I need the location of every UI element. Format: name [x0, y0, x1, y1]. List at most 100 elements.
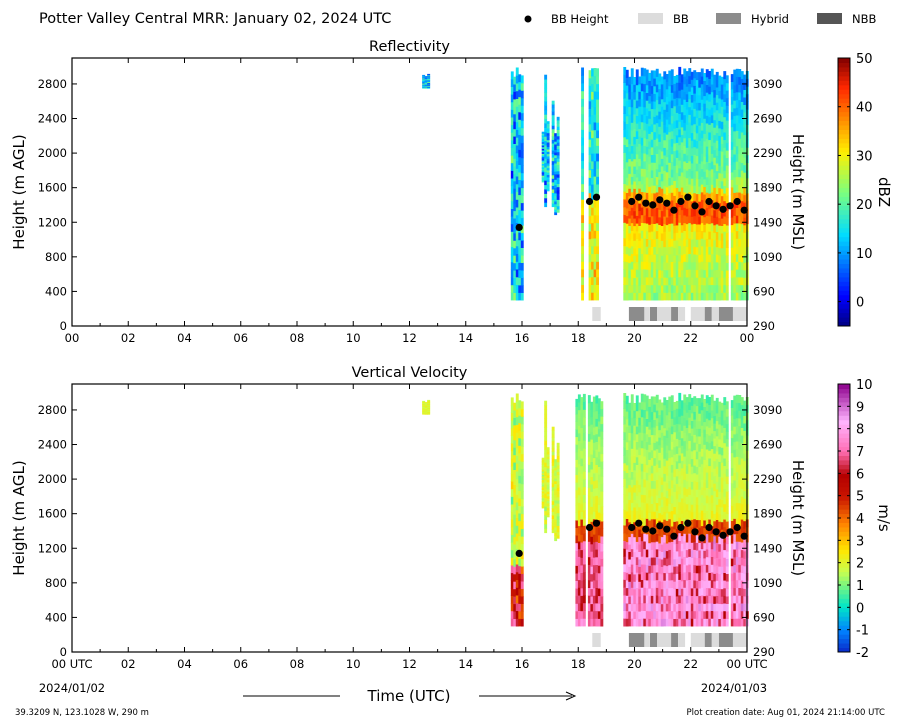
- velocity-cell: [592, 610, 596, 619]
- reflectivity-cell: [510, 201, 514, 209]
- reflectivity-cell: [554, 133, 558, 137]
- velocity-cell: [658, 618, 662, 627]
- velocity-cell: [580, 519, 584, 528]
- reflectivity-cell: [515, 152, 519, 161]
- colorbar-label: m/s: [875, 504, 893, 532]
- reflectivity-cell: [596, 184, 599, 193]
- reflectivity-cell: [713, 209, 717, 218]
- velocity-cell: [688, 587, 692, 596]
- velocity-cell: [623, 548, 627, 557]
- reflectivity-cell: [551, 121, 555, 126]
- velocity-cell: [740, 503, 744, 512]
- reflectivity-cell: [743, 209, 747, 218]
- reflectivity-cell: [630, 91, 634, 100]
- reflectivity-cell: [623, 129, 627, 138]
- velocity-cell: [653, 427, 657, 436]
- velocity-cell: [738, 533, 742, 542]
- reflectivity-cell: [596, 137, 599, 146]
- reflectivity-cell: [688, 207, 692, 216]
- reflectivity-cell: [581, 114, 584, 123]
- velocity-cell: [427, 411, 431, 413]
- velocity-cell: [650, 495, 654, 504]
- velocity-cell: [710, 433, 714, 442]
- reflectivity-cell: [638, 158, 642, 167]
- velocity-cell: [643, 425, 647, 434]
- velocity-cell: [575, 535, 579, 544]
- reflectivity-cell: [556, 126, 560, 130]
- velocity-cell: [688, 548, 692, 557]
- reflectivity-cell: [683, 68, 687, 77]
- reflectivity-cell: [700, 168, 704, 177]
- reflectivity-cell: [740, 124, 744, 133]
- reflectivity-cell: [655, 122, 659, 131]
- y2-tick-label: 3090: [753, 77, 782, 91]
- velocity-cell: [683, 541, 687, 550]
- velocity-cell: [510, 450, 514, 459]
- reflectivity-cell: [518, 187, 522, 196]
- velocity-cell: [592, 511, 596, 520]
- velocity-cell: [700, 502, 704, 511]
- reflectivity-cell: [680, 172, 684, 180]
- velocity-cell: [625, 418, 629, 427]
- velocity-cell: [643, 463, 647, 472]
- reflectivity-cell: [596, 153, 599, 162]
- reflectivity-cell: [705, 130, 709, 139]
- reflectivity-cell: [427, 74, 431, 76]
- velocity-cell: [628, 536, 632, 545]
- velocity-cell: [660, 484, 664, 493]
- velocity-cell: [673, 416, 677, 425]
- velocity-cell: [645, 595, 649, 604]
- velocity-cell: [427, 401, 431, 403]
- reflectivity-cell: [680, 96, 684, 105]
- velocity-cell: [650, 549, 654, 558]
- velocity-cell: [683, 610, 687, 619]
- reflectivity-cell: [673, 270, 677, 279]
- velocity-cell: [544, 405, 548, 410]
- reflectivity-cell: [705, 138, 709, 147]
- reflectivity-cell: [683, 161, 687, 170]
- reflectivity-cell: [653, 147, 657, 156]
- velocity-cell: [720, 410, 724, 419]
- velocity-cell: [658, 512, 662, 521]
- velocity-cell: [638, 417, 642, 426]
- reflectivity-cell: [690, 269, 694, 278]
- reflectivity-cell: [556, 205, 560, 210]
- velocity-cell: [546, 500, 550, 504]
- reflectivity-cell: [623, 284, 627, 293]
- velocity-cell: [590, 454, 594, 462]
- velocity-cell: [623, 494, 627, 503]
- velocity-cell: [660, 491, 664, 500]
- reflectivity-cell: [638, 151, 642, 159]
- velocity-cell: [587, 603, 591, 612]
- reflectivity-cell: [723, 216, 727, 225]
- x-tick-label: 16: [515, 331, 530, 345]
- velocity-cell: [675, 506, 679, 514]
- velocity-cell: [518, 453, 522, 461]
- reflectivity-cell: [591, 238, 594, 247]
- reflectivity-cell: [591, 99, 594, 108]
- reflectivity-cell: [541, 161, 545, 164]
- velocity-cell: [577, 494, 581, 503]
- velocity-cell: [690, 511, 694, 520]
- velocity-cell: [675, 476, 679, 484]
- reflectivity-cell: [715, 246, 719, 255]
- velocity-cell: [670, 503, 674, 512]
- reflectivity-cell: [640, 160, 644, 169]
- velocity-cell: [655, 533, 659, 542]
- reflectivity-cell: [643, 176, 647, 185]
- reflectivity-cell: [546, 128, 550, 131]
- colorbar-segment: [838, 406, 850, 412]
- reflectivity-cell: [705, 84, 709, 93]
- reflectivity-cell: [648, 156, 652, 165]
- reflectivity-cell: [591, 161, 594, 170]
- reflectivity-cell: [645, 192, 649, 201]
- reflectivity-cell: [680, 270, 684, 278]
- reflectivity-cell: [725, 187, 729, 196]
- velocity-cell: [541, 477, 545, 480]
- velocity-cell: [544, 488, 548, 494]
- velocity-cell: [650, 450, 654, 459]
- velocity-cell: [544, 431, 548, 437]
- velocity-cell: [688, 486, 692, 495]
- velocity-cell: [635, 441, 639, 450]
- velocity-cell: [680, 513, 684, 522]
